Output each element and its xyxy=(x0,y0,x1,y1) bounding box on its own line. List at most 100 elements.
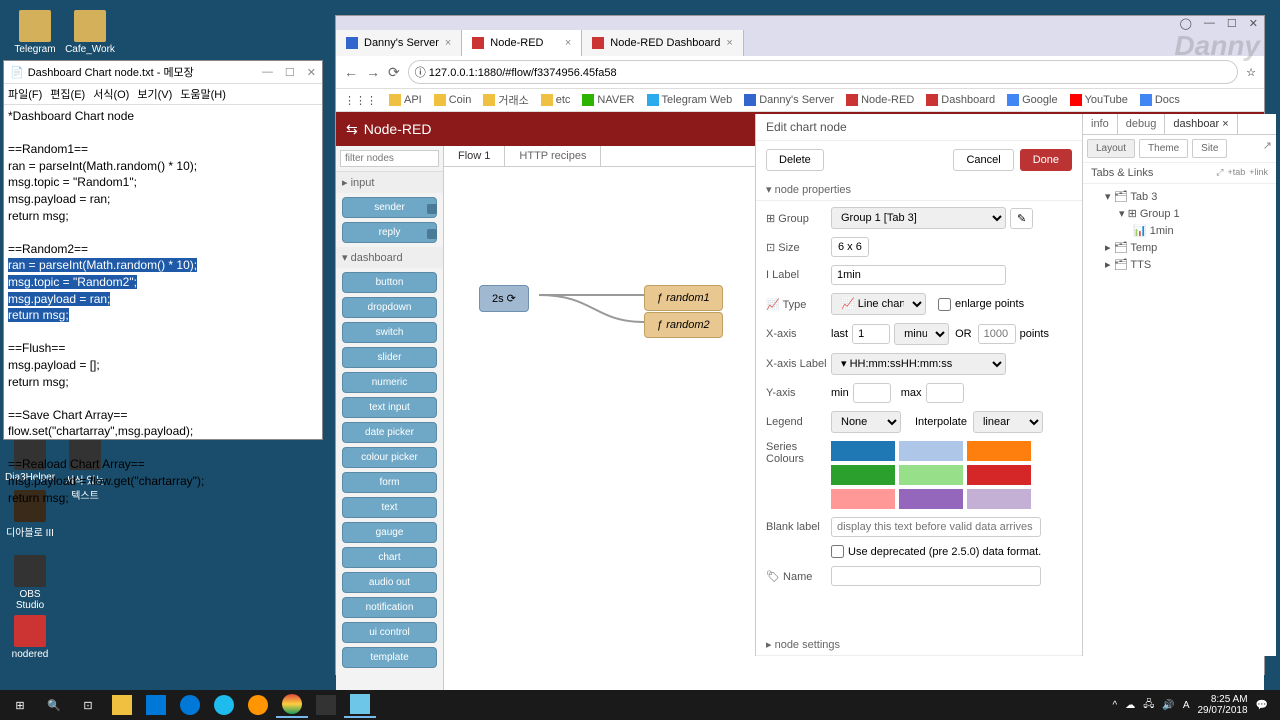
palette-slider[interactable]: slider xyxy=(342,347,437,368)
browser-min[interactable]: — xyxy=(1204,17,1215,29)
desktop-telegram[interactable]: Telegram xyxy=(10,10,60,55)
browser-account-icon[interactable]: ◯ xyxy=(1180,17,1192,30)
tab-debug[interactable]: debug xyxy=(1118,114,1166,134)
palette-sender[interactable]: sender xyxy=(342,197,437,218)
palette-datepicker[interactable]: date picker xyxy=(342,422,437,443)
close-icon[interactable]: × xyxy=(726,37,732,49)
notepad-max[interactable]: ☐ xyxy=(285,66,295,79)
xaxis-points-input[interactable] xyxy=(978,324,1016,344)
star-icon[interactable]: ☆ xyxy=(1246,66,1256,79)
notepad-titlebar[interactable]: 📄 Dashboard Chart node.txt - 메모장 — ☐ ✕ xyxy=(4,61,322,84)
palette-reply[interactable]: reply xyxy=(342,222,437,243)
site-button[interactable]: Site xyxy=(1192,139,1227,158)
flow-tab-http[interactable]: HTTP recipes xyxy=(505,146,601,166)
ymax-input[interactable] xyxy=(926,383,964,403)
filter-input[interactable] xyxy=(340,150,439,167)
node-settings-header[interactable]: ▸ node settings xyxy=(756,634,1082,656)
deprecated-checkbox[interactable] xyxy=(831,545,844,558)
flow-tab-1[interactable]: Flow 1 xyxy=(444,146,505,166)
palette-audioout[interactable]: audio out xyxy=(342,572,437,593)
notepad-min[interactable]: — xyxy=(262,66,273,78)
type-select[interactable]: 📈 Line chartLine chart xyxy=(831,293,926,315)
desktop-obs[interactable]: OBS Studio xyxy=(5,555,55,611)
bookmark-youtube[interactable]: YouTube xyxy=(1070,94,1128,106)
apps-icon[interactable]: ⋮⋮⋮ xyxy=(344,94,377,107)
tab-dashboard[interactable]: dashboar × xyxy=(1165,114,1237,134)
palette-dropdown[interactable]: dropdown xyxy=(342,297,437,318)
theme-button[interactable]: Theme xyxy=(1139,139,1188,158)
palette-cat-dashboard[interactable]: ▾ dashboard xyxy=(336,247,443,268)
forward-button[interactable]: → xyxy=(366,64,380,80)
layout-button[interactable]: Layout xyxy=(1087,139,1135,158)
tree-tts[interactable]: ▸ 🗂 TTS xyxy=(1091,256,1268,273)
tb-terminal[interactable] xyxy=(310,692,342,718)
link-icon[interactable]: ↗ xyxy=(1263,139,1272,158)
back-button[interactable]: ← xyxy=(344,64,358,80)
add-tab-button[interactable]: +tab xyxy=(1227,167,1245,179)
add-link-button[interactable]: +link xyxy=(1249,167,1268,179)
delete-button[interactable]: Delete xyxy=(766,149,824,171)
address-bar[interactable]: ⓘ 127.0.0.1:1880/#flow/f3374956.45fa58 xyxy=(408,60,1238,84)
color-3[interactable] xyxy=(831,465,895,485)
tree-temp[interactable]: ▸ 🗂 Temp xyxy=(1091,239,1268,256)
cancel-button[interactable]: Cancel xyxy=(953,149,1013,171)
tb-firefox[interactable] xyxy=(242,692,274,718)
bookmark-coin[interactable]: Coin xyxy=(434,94,472,106)
color-2[interactable] xyxy=(967,441,1031,461)
palette-button[interactable]: button xyxy=(342,272,437,293)
close-icon[interactable]: × xyxy=(565,37,571,49)
expand-icon[interactable]: ⤢ xyxy=(1216,167,1223,179)
color-7[interactable] xyxy=(899,489,963,509)
taskview-icon[interactable]: ⊡ xyxy=(72,692,104,718)
tray-clock[interactable]: 8:25 AM 29/07/2018 xyxy=(1197,694,1247,716)
search-icon[interactable]: 🔍 xyxy=(38,692,70,718)
tray-onedrive-icon[interactable]: ☁ xyxy=(1125,700,1135,711)
bookmark-exchange[interactable]: 거래소 xyxy=(483,92,528,108)
xaxis-unit-select[interactable]: minute xyxy=(894,323,949,345)
edit-group-icon[interactable]: ✎ xyxy=(1010,208,1033,229)
legend-select[interactable]: None xyxy=(831,411,901,433)
start-button[interactable]: ⊞ xyxy=(4,692,36,718)
size-button[interactable]: 6 x 6 xyxy=(831,237,869,257)
notepad-close[interactable]: ✕ xyxy=(307,66,316,79)
color-0[interactable] xyxy=(831,441,895,461)
palette-colourpicker[interactable]: colour picker xyxy=(342,447,437,468)
tray-ime-icon[interactable]: A xyxy=(1183,700,1190,711)
bookmark-etc[interactable]: etc xyxy=(541,94,571,106)
tree-tab3[interactable]: ▾ 🗂 Tab 3 xyxy=(1091,188,1268,205)
tray-volume-icon[interactable]: 🔊 xyxy=(1162,700,1174,711)
desktop-cafework[interactable]: Cafe_Work xyxy=(65,10,115,55)
ymin-input[interactable] xyxy=(853,383,891,403)
bookmark-danny[interactable]: Danny's Server xyxy=(744,94,834,106)
color-4[interactable] xyxy=(899,465,963,485)
inject-node[interactable]: 2s ⟳ xyxy=(479,285,529,312)
label-input[interactable] xyxy=(831,265,1006,285)
tb-store[interactable] xyxy=(140,692,172,718)
color-6[interactable] xyxy=(831,489,895,509)
notepad-body[interactable]: *Dashboard Chart node ==Random1== ran = … xyxy=(4,105,322,511)
browser-close[interactable]: ✕ xyxy=(1249,17,1258,30)
palette-chart[interactable]: chart xyxy=(342,547,437,568)
close-icon[interactable]: × xyxy=(445,37,451,49)
notepad-menu[interactable]: 파일(F)편집(E)서식(O)보기(V)도움말(H) xyxy=(4,84,322,105)
tray-up-icon[interactable]: ^ xyxy=(1113,700,1118,711)
node-properties-header[interactable]: ▾ node properties xyxy=(756,179,1082,201)
palette-textinput[interactable]: text input xyxy=(342,397,437,418)
tree-1min[interactable]: 📊 1min xyxy=(1091,222,1268,239)
tree-group1[interactable]: ▾ ⊞ Group 1 xyxy=(1091,205,1268,222)
browser-max[interactable]: ☐ xyxy=(1227,17,1237,30)
function-random2[interactable]: ƒ random2 xyxy=(644,312,723,338)
tab-info[interactable]: info xyxy=(1083,114,1118,134)
color-8[interactable] xyxy=(967,489,1031,509)
color-5[interactable] xyxy=(967,465,1031,485)
bookmark-dashboard[interactable]: Dashboard xyxy=(926,94,995,106)
desktop-nodered[interactable]: nodered xyxy=(5,615,55,660)
color-1[interactable] xyxy=(899,441,963,461)
tab-dannys-server[interactable]: Danny's Server× xyxy=(336,30,462,56)
tb-chrome[interactable] xyxy=(276,692,308,718)
tb-notepad[interactable] xyxy=(344,692,376,718)
palette-template[interactable]: template xyxy=(342,647,437,668)
xaxislbl-select[interactable]: ▾ HH:mm:ssHH:mm:ss xyxy=(831,353,1006,375)
interp-select[interactable]: linear xyxy=(973,411,1043,433)
bookmark-docs[interactable]: Docs xyxy=(1140,94,1180,106)
